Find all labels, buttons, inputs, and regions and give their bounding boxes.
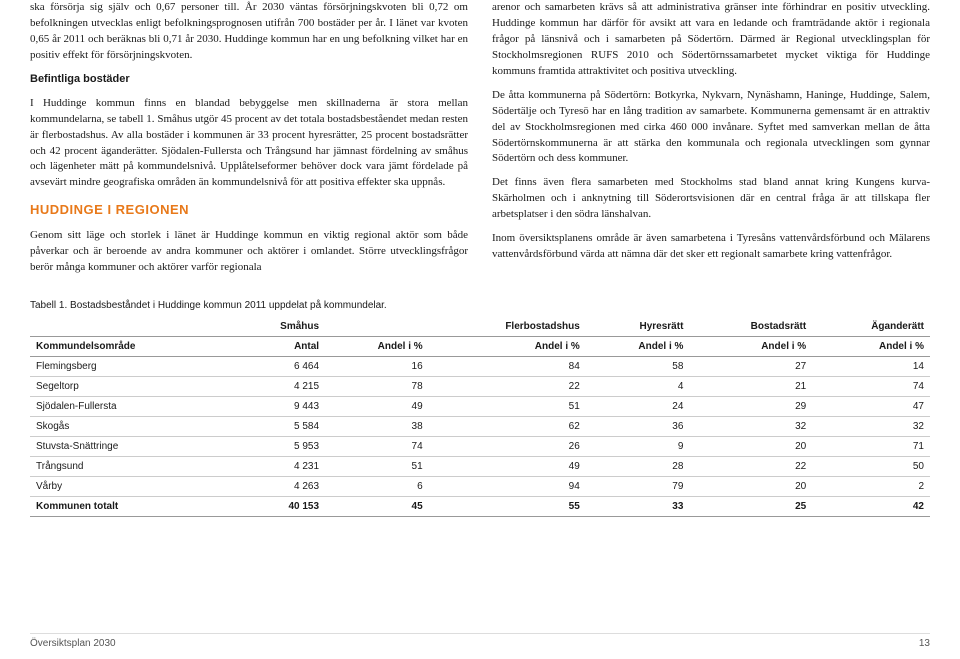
table-cell: 16 [325, 356, 429, 376]
table-cell: 32 [689, 416, 812, 436]
table-cell: 47 [812, 396, 930, 416]
table-cell: 38 [325, 416, 429, 436]
table-cell: 25 [689, 496, 812, 516]
table-cell: 49 [429, 456, 586, 476]
table-row: Stuvsta-Snättringe5 953742692071 [30, 436, 930, 456]
heading-huddinge-regionen: HUDDINGE I REGIONEN [30, 201, 468, 220]
table-cell: 51 [429, 396, 586, 416]
table-cell: 33 [586, 496, 690, 516]
table-cell: Stuvsta-Snättringe [30, 436, 233, 456]
table-cell: 22 [429, 376, 586, 396]
table-row: Vårby4 26369479202 [30, 476, 930, 496]
table-cell: 40 153 [233, 496, 326, 516]
table-row: Sjödalen-Fullersta9 4434951242947 [30, 396, 930, 416]
table-row: Trångsund4 2315149282250 [30, 456, 930, 476]
table-cell: 2 [812, 476, 930, 496]
table-row: Segeltorp4 215782242174 [30, 376, 930, 396]
table-cell: 79 [586, 476, 690, 496]
table-cell: Kommunen totalt [30, 496, 233, 516]
col-subheader: Andel i % [586, 336, 690, 356]
para: De åtta kommunerna på Södertörn: Botkyrk… [492, 88, 930, 168]
table-cell: 29 [689, 396, 812, 416]
table-cell: Flemingsberg [30, 356, 233, 376]
table-cell: 20 [689, 436, 812, 456]
table-cell: 62 [429, 416, 586, 436]
col-header: Småhus [233, 317, 326, 337]
footer-title: Översiktsplan 2030 [30, 638, 116, 649]
para: I Huddinge kommun finns en blandad bebyg… [30, 96, 468, 192]
table-header-row: Småhus Flerbostadshus Hyresrätt Bostadsr… [30, 317, 930, 337]
left-column: ska försörja sig själv och 0,67 personer… [30, 0, 468, 284]
subheading-befintliga: Befintliga bostäder [30, 72, 468, 88]
table-cell: 9 [586, 436, 690, 456]
table-cell: 42 [812, 496, 930, 516]
para: Inom översiktsplanens område är även sam… [492, 231, 930, 263]
table-cell: 20 [689, 476, 812, 496]
table-cell: 5 953 [233, 436, 326, 456]
page-number: 13 [919, 638, 930, 649]
table-cell: 24 [586, 396, 690, 416]
table-cell: 4 231 [233, 456, 326, 476]
col-header [325, 317, 429, 337]
table-cell: 55 [429, 496, 586, 516]
table-cell: 78 [325, 376, 429, 396]
right-column: arenor och samarbeten krävs så att admin… [492, 0, 930, 284]
table-cell: 22 [689, 456, 812, 476]
table-cell: 51 [325, 456, 429, 476]
col-header [30, 317, 233, 337]
table-cell: 27 [689, 356, 812, 376]
table-cell: 4 215 [233, 376, 326, 396]
page-footer: Översiktsplan 2030 13 [30, 633, 930, 649]
table-cell: 14 [812, 356, 930, 376]
col-header: Äganderätt [812, 317, 930, 337]
col-subheader: Andel i % [429, 336, 586, 356]
table-cell: 45 [325, 496, 429, 516]
table-cell: 21 [689, 376, 812, 396]
col-subheader: Antal [233, 336, 326, 356]
table-cell: 9 443 [233, 396, 326, 416]
table-cell: 4 [586, 376, 690, 396]
table-cell: 28 [586, 456, 690, 476]
para: ska försörja sig själv och 0,67 personer… [30, 0, 468, 64]
table-cell: Sjödalen-Fullersta [30, 396, 233, 416]
housing-table: Småhus Flerbostadshus Hyresrätt Bostadsr… [30, 317, 930, 517]
col-subheader: Andel i % [689, 336, 812, 356]
table-cell: 74 [812, 376, 930, 396]
col-subheader: Kommundelsområde [30, 336, 233, 356]
table-cell: 71 [812, 436, 930, 456]
col-subheader: Andel i % [812, 336, 930, 356]
table-cell: 26 [429, 436, 586, 456]
para: Det finns även flera samarbeten med Stoc… [492, 175, 930, 223]
col-header: Flerbostadshus [429, 317, 586, 337]
table-cell: 50 [812, 456, 930, 476]
table-cell: 6 464 [233, 356, 326, 376]
table-cell: 58 [586, 356, 690, 376]
para: Genom sitt läge och storlek i länet är H… [30, 228, 468, 276]
table-cell: 94 [429, 476, 586, 496]
table-cell: 5 584 [233, 416, 326, 436]
table-cell: 84 [429, 356, 586, 376]
table-cell: Skogås [30, 416, 233, 436]
table-cell: 49 [325, 396, 429, 416]
table-cell: Vårby [30, 476, 233, 496]
col-header: Bostadsrätt [689, 317, 812, 337]
table-cell: 4 263 [233, 476, 326, 496]
table-row: Skogås5 5843862363232 [30, 416, 930, 436]
table-row: Kommunen totalt40 1534555332542 [30, 496, 930, 516]
table-caption: Tabell 1. Bostadsbeståndet i Huddinge ko… [30, 300, 930, 311]
table-cell: 74 [325, 436, 429, 456]
table-row: Flemingsberg6 4641684582714 [30, 356, 930, 376]
table-cell: 6 [325, 476, 429, 496]
col-header: Hyresrätt [586, 317, 690, 337]
col-subheader: Andel i % [325, 336, 429, 356]
table-cell: Trångsund [30, 456, 233, 476]
para: arenor och samarbeten krävs så att admin… [492, 0, 930, 80]
table-cell: 32 [812, 416, 930, 436]
table-cell: 36 [586, 416, 690, 436]
table-subheader-row: Kommundelsområde Antal Andel i % Andel i… [30, 336, 930, 356]
table-cell: Segeltorp [30, 376, 233, 396]
